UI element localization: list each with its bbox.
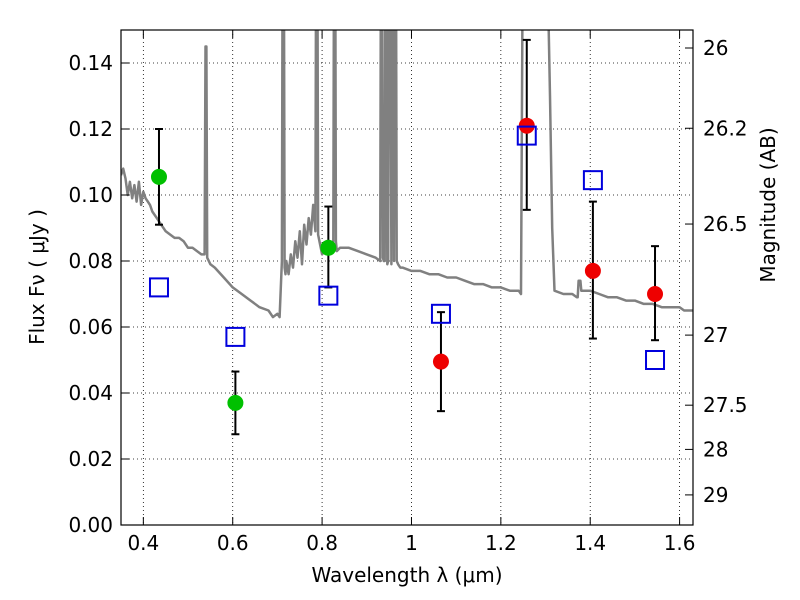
axis-ticks: 0.4 0.6 0.8 1 1.2 1.4 1.6 0.00 0.02 0.04 0.06 0.08 0… [68, 30, 748, 555]
y-tick-label: 0.06 [68, 315, 113, 339]
model-flux-square [430, 303, 451, 324]
green-flux-point [320, 239, 337, 256]
mag-tick-label: 26 [703, 36, 728, 60]
model-flux-square [225, 326, 246, 347]
x-tick-label: 1.4 [574, 531, 606, 555]
x-tick-label: 1.6 [664, 531, 696, 555]
model-flux-square [148, 277, 169, 298]
y-tick-label: 0.08 [68, 249, 113, 273]
mag-tick-label: 26.5 [703, 212, 748, 236]
x-tick-label: 0.6 [217, 531, 249, 555]
mag-tick-label: 28 [703, 437, 728, 461]
y-tick-label: 0.04 [68, 381, 113, 405]
spectrum [121, 30, 693, 319]
red-flux-point [584, 262, 601, 279]
green-flux-point [150, 168, 167, 185]
y-tick-label: 0.02 [68, 447, 113, 471]
x-tick-label: 1 [405, 531, 418, 555]
x-tick-label: 1.2 [485, 531, 517, 555]
model-flux-square [582, 170, 603, 191]
mag-tick-label: 26.2 [703, 116, 748, 140]
mag-tick-label: 29 [703, 483, 728, 507]
model-flux-square [516, 125, 537, 146]
data-points [148, 38, 666, 436]
y-tick-label: 0.14 [68, 51, 113, 75]
x-tick-label: 0.8 [306, 531, 338, 555]
model-flux-square [645, 350, 666, 370]
y-tick-label: 0.00 [68, 513, 113, 537]
mag-tick-label: 27.5 [703, 393, 748, 417]
y-axis-label: Flux Fν ( μJy ) [25, 209, 49, 345]
model-flux-square [318, 285, 339, 306]
plot-frame [120, 29, 694, 526]
y-tick-label: 0.12 [68, 117, 113, 141]
y-tick-label: 0.10 [68, 183, 113, 207]
x-axis-label: Wavelength λ (μm) [311, 563, 502, 587]
green-flux-point [227, 394, 244, 411]
mag-tick-label: 27 [703, 323, 728, 347]
red-flux-point [432, 353, 449, 370]
x-tick-label: 0.4 [127, 531, 159, 555]
y2-axis-label: Magnitude (AB) [756, 127, 780, 282]
red-flux-point [647, 286, 664, 302]
model-spectrum-line [121, 30, 693, 319]
